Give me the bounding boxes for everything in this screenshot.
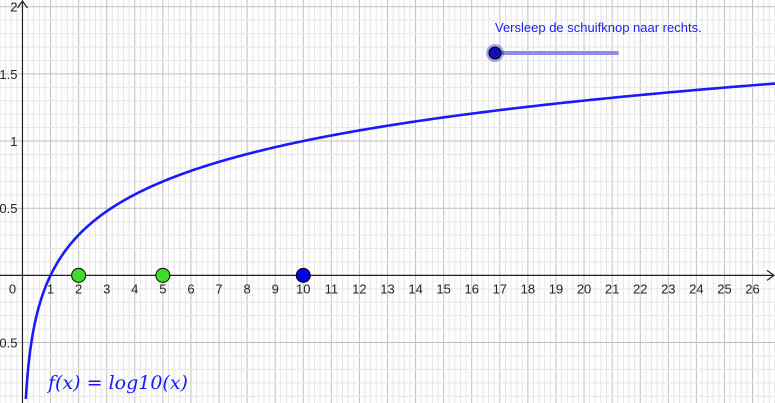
x-tick-label: 3 bbox=[103, 281, 110, 296]
x-tick-label: 25 bbox=[717, 281, 731, 296]
x-tick-label: 22 bbox=[633, 281, 647, 296]
x-tick-label: 20 bbox=[577, 281, 591, 296]
x-tick-label: 2 bbox=[75, 281, 82, 296]
x-tick-label: 0 bbox=[9, 281, 16, 296]
blue-point[interactable] bbox=[295, 267, 311, 283]
x-tick-label: 24 bbox=[689, 281, 703, 296]
y-tick-label: 0.5 bbox=[0, 201, 17, 216]
x-tick-label: 18 bbox=[521, 281, 535, 296]
slider-knob[interactable] bbox=[488, 46, 502, 60]
slider-caption: Versleep de schuifknop naar rechts. bbox=[495, 20, 702, 35]
x-tick-label: 7 bbox=[215, 281, 222, 296]
y-tick-label: -0.5 bbox=[0, 336, 17, 351]
x-tick-label: 4 bbox=[131, 281, 138, 296]
x-tick-label: 14 bbox=[408, 281, 422, 296]
x-tick-label: 19 bbox=[549, 281, 563, 296]
x-tick-label: 21 bbox=[605, 281, 619, 296]
green-point[interactable] bbox=[155, 267, 171, 283]
function-graph-curve[interactable] bbox=[24, 82, 775, 400]
x-tick-label: 16 bbox=[465, 281, 479, 296]
slider[interactable]: Versleep de schuifknop naar rechts. bbox=[486, 20, 702, 62]
x-tick-label: 8 bbox=[243, 281, 250, 296]
x-tick-label: 26 bbox=[745, 281, 759, 296]
y-axis-arrow-icon bbox=[16, 0, 28, 9]
x-tick-label: 23 bbox=[661, 281, 675, 296]
y-tick-label: 2 bbox=[10, 0, 17, 15]
x-tick-label: 11 bbox=[325, 281, 339, 296]
points-on-x-axis[interactable] bbox=[71, 267, 311, 283]
y-tick-label: 1.5 bbox=[0, 67, 17, 82]
x-axis-arrow-icon bbox=[766, 269, 775, 281]
x-tick-label: 15 bbox=[436, 281, 450, 296]
x-tick-label: 9 bbox=[272, 281, 279, 296]
x-tick-label: 12 bbox=[352, 281, 366, 296]
y-tick-label: 1 bbox=[10, 134, 17, 149]
function-label: f(x) = log10(x) bbox=[46, 372, 188, 394]
x-tick-label: 10 bbox=[296, 281, 310, 296]
x-tick-label: 6 bbox=[187, 281, 194, 296]
x-tick-label: 13 bbox=[380, 281, 394, 296]
x-tick-label: 1 bbox=[47, 281, 54, 296]
x-tick-label: 17 bbox=[493, 281, 507, 296]
x-tick-label: 5 bbox=[159, 281, 166, 296]
tick-labels: 0 1 2 3 4 5 6 7 8 9 10 11 12 13 14 15 16 17 18 19 20 21 22 23 24… bbox=[0, 0, 760, 351]
green-point[interactable] bbox=[71, 267, 87, 283]
